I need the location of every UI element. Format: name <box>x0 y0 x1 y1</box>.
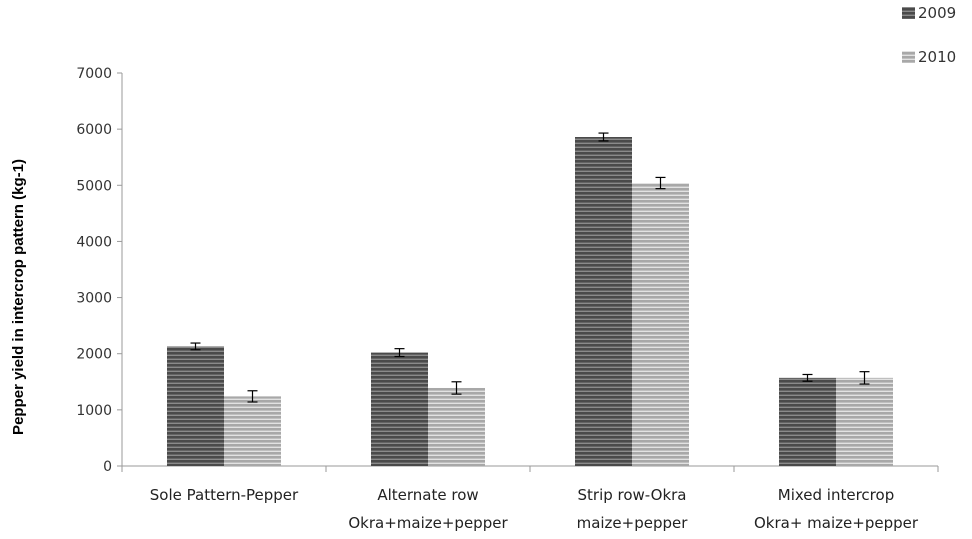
y-axis-label: Pepper yield in intercrop pattern (kg-1) <box>10 159 27 435</box>
x-category-label-line: Okra+maize+pepper <box>348 514 508 532</box>
x-category-label-line: Okra+ maize+pepper <box>754 514 919 532</box>
x-category-label-line: Alternate row <box>377 486 478 504</box>
legend-label: 2010 <box>918 48 956 66</box>
y-tick-label: 6000 <box>76 122 112 138</box>
bar-2009-1 <box>371 352 428 466</box>
x-category-label: Sole Pattern-Pepper <box>150 486 299 504</box>
x-category-label: Alternate row Okra+maize+pepper <box>348 486 508 532</box>
y-tick-label: 2000 <box>76 347 112 363</box>
x-category-label: Mixed intercrop Okra+ maize+pepper <box>754 486 919 532</box>
x-category-label-line: maize+pepper <box>577 514 689 532</box>
bar-2009-2 <box>575 137 632 466</box>
bar-2010-1 <box>428 387 485 466</box>
bar-2009-0 <box>167 346 224 466</box>
y-tick-label: 3000 <box>76 291 112 307</box>
legend-label: 2009 <box>918 4 956 22</box>
legend-swatch-2009 <box>902 7 915 19</box>
x-category-label-line: Mixed intercrop <box>778 486 894 504</box>
bar-2010-2 <box>632 183 689 467</box>
plot-area: 0 1000 2000 3000 4000 5000 6000 7000 Sole Patter… <box>76 66 939 532</box>
x-category-label-line: Sole Pattern-Pepper <box>150 486 299 504</box>
x-category-label: Strip row-Okra maize+pepper <box>577 486 689 532</box>
legend: 2009 2010 <box>902 4 956 66</box>
bar-2010-3 <box>836 377 893 466</box>
bar-2010-0 <box>224 396 281 466</box>
y-tick-label: 5000 <box>76 178 112 194</box>
y-tick-label: 4000 <box>76 234 112 250</box>
y-tick-label: 1000 <box>76 403 112 419</box>
bar-2009-3 <box>779 377 836 466</box>
y-tick-label: 7000 <box>76 66 112 82</box>
y-tick-label: 0 <box>103 459 112 475</box>
x-category-label-line: Strip row-Okra <box>578 486 687 504</box>
legend-swatch-2010 <box>902 51 915 63</box>
